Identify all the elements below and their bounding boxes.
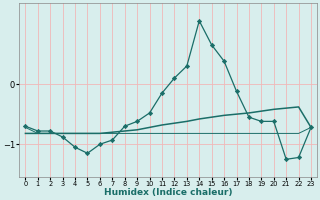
X-axis label: Humidex (Indice chaleur): Humidex (Indice chaleur): [104, 188, 232, 197]
